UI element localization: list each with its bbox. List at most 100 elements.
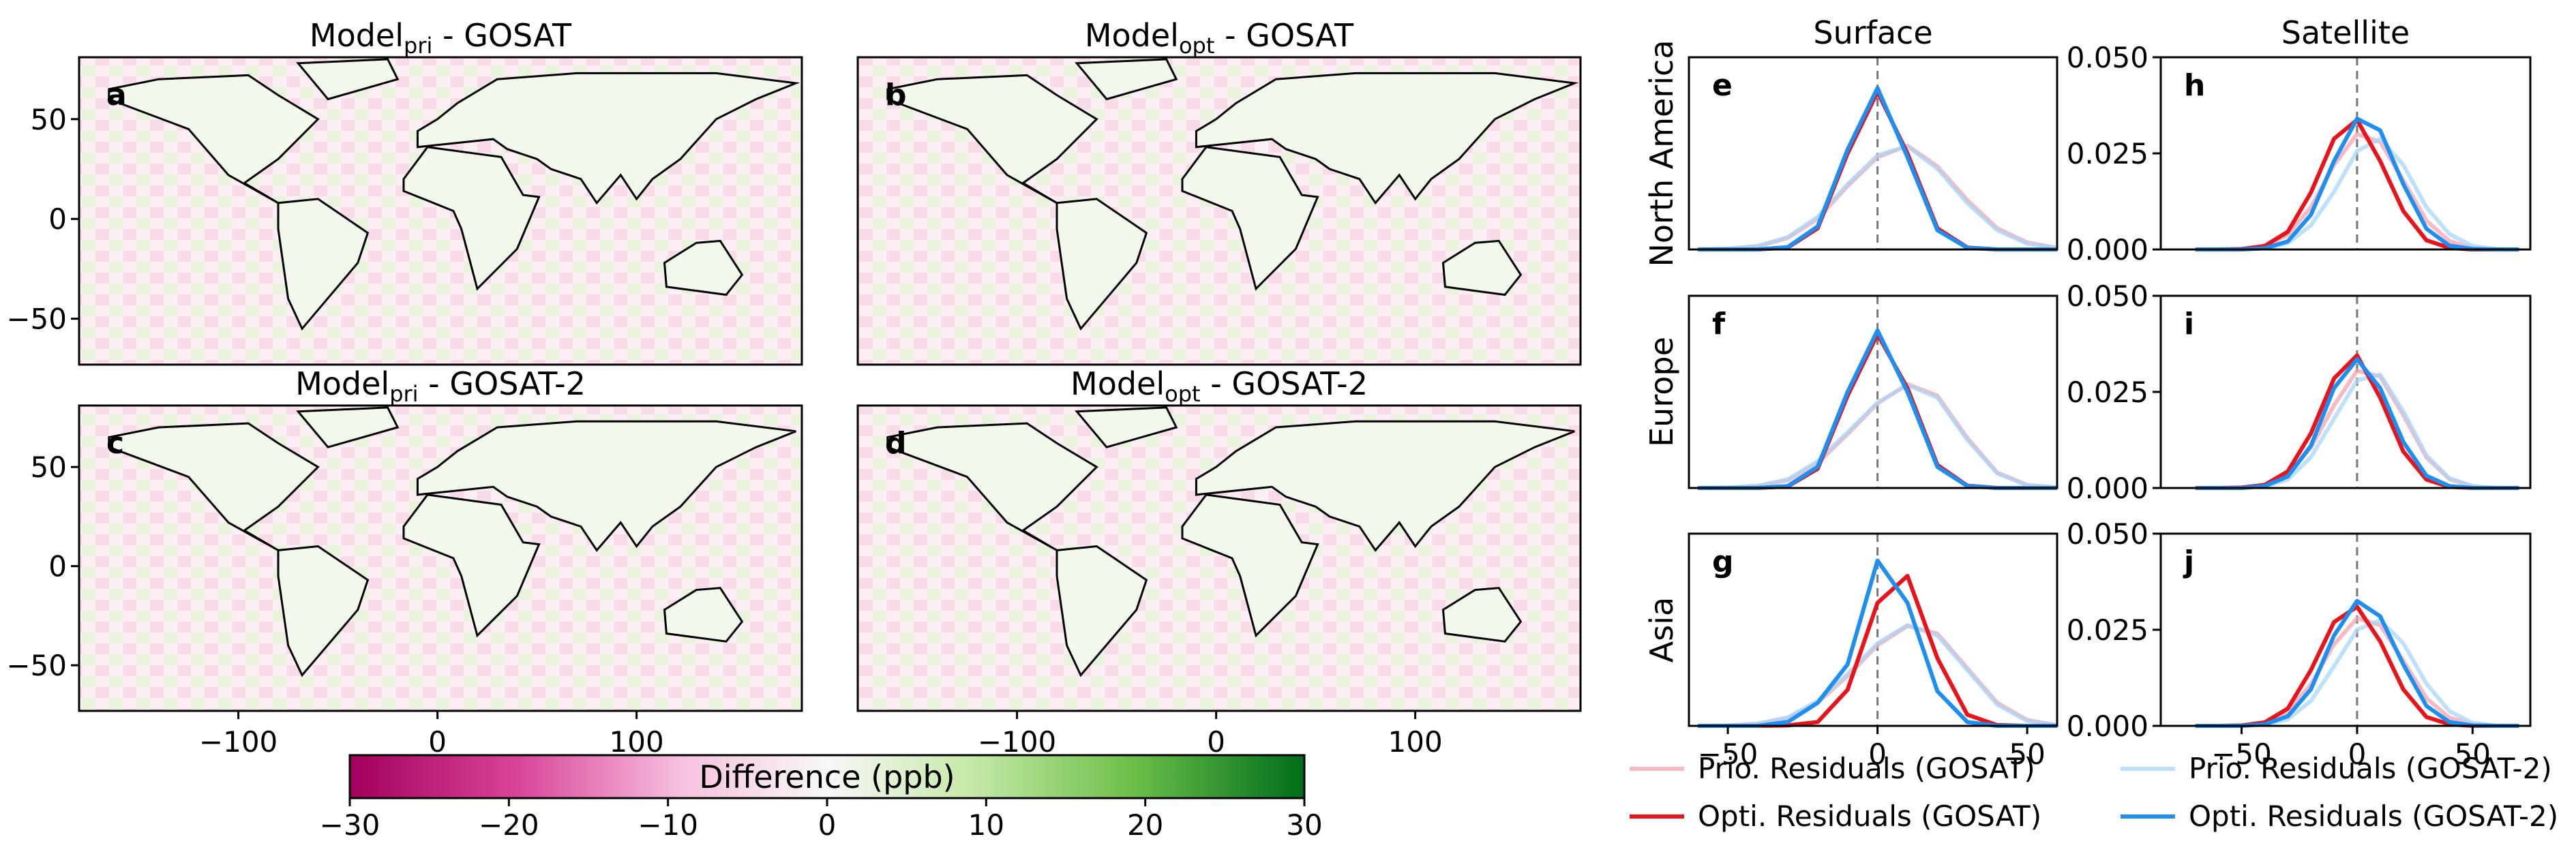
land <box>663 239 744 296</box>
title-rest: - GOSAT <box>1214 17 1354 54</box>
y-tick-label: 0.000 <box>2067 710 2148 743</box>
axes-frame <box>2159 294 2532 489</box>
title-sub: pri <box>389 381 418 407</box>
land <box>663 587 744 643</box>
title-rest: - GOSAT-2 <box>419 365 586 402</box>
y-tick-label: 0.050 <box>2067 279 2148 313</box>
title-rest: - GOSAT-2 <box>1201 365 1368 402</box>
legend-label: Prio. Residuals (GOSAT-2) <box>2189 752 2552 785</box>
row-label: Asia <box>1643 597 1680 662</box>
title-rest: - GOSAT <box>432 17 572 54</box>
land <box>886 74 1098 204</box>
panel-letter: e <box>1712 68 1733 103</box>
colorbar-tick-label: −20 <box>479 808 539 842</box>
land <box>296 406 400 448</box>
y-tick-label: 0.000 <box>2067 233 2148 266</box>
land <box>1075 406 1178 448</box>
y-tick-label: 0.025 <box>2067 137 2148 170</box>
axes-frame <box>2159 56 2532 251</box>
density-curve <box>2195 369 2519 490</box>
x-tick-label: 0 <box>428 725 447 759</box>
axes-frame <box>1688 294 2058 489</box>
land <box>1055 198 1148 331</box>
map-frame <box>856 56 1582 366</box>
land <box>1055 545 1148 677</box>
map-frame <box>856 404 1582 712</box>
land <box>416 420 796 552</box>
land <box>1195 72 1579 205</box>
density-curve <box>1698 144 2058 251</box>
x-tick-label: −50 <box>2211 737 2272 771</box>
land <box>108 422 320 551</box>
x-tick-label: 100 <box>610 725 664 759</box>
density-curve <box>1698 623 2058 728</box>
density-curve <box>2195 605 2519 728</box>
y-tick-label: 0.025 <box>2067 376 2148 409</box>
y-tick-label: 0.050 <box>2067 41 2148 74</box>
column-title: Surface <box>1813 14 1932 51</box>
axes-frame <box>1688 56 2058 251</box>
land <box>416 72 800 205</box>
land <box>277 198 370 331</box>
row-label: Europe <box>1643 337 1680 447</box>
colorbar-tick-label: −10 <box>638 808 698 842</box>
map-title: Modelpri - GOSAT-2 <box>295 365 586 407</box>
y-tick-label: 50 <box>31 451 67 484</box>
land <box>1181 146 1319 291</box>
row-label: North America <box>1643 40 1680 266</box>
y-tick-label: 0.000 <box>2067 472 2148 505</box>
land <box>277 545 370 677</box>
panel-letter: i <box>2184 307 2194 341</box>
panel-letter: g <box>1712 545 1734 579</box>
land <box>1075 58 1178 101</box>
land <box>1181 493 1319 638</box>
land <box>1441 587 1523 643</box>
x-tick-label: 0 <box>1868 737 1887 771</box>
panel-letter: h <box>2184 68 2205 103</box>
panel-letter: d <box>885 426 907 461</box>
y-tick-label: 0 <box>48 550 67 583</box>
y-tick-label: 0.050 <box>2067 517 2148 551</box>
title-sub: opt <box>1179 33 1214 59</box>
title-base: Model <box>295 365 389 402</box>
title-base: Model <box>1085 17 1179 54</box>
panel-letter: c <box>106 426 124 461</box>
x-tick-label: 0 <box>2348 737 2367 771</box>
title-base: Model <box>1070 365 1165 402</box>
land <box>296 58 400 101</box>
legend-label: Prio. Residuals (GOSAT) <box>1698 752 2035 785</box>
colorbar-label: Difference (ppb) <box>699 759 955 795</box>
colorbar-tick-label: 10 <box>968 808 1004 842</box>
title-base: Model <box>310 17 404 54</box>
colorbar-tick-label: 30 <box>1286 808 1322 842</box>
x-tick-label: −100 <box>199 725 278 759</box>
colorbar <box>348 754 1306 799</box>
panel-letter: f <box>1712 307 1726 341</box>
title-sub: opt <box>1165 381 1200 407</box>
colorbar-tick-label: 0 <box>818 808 837 842</box>
x-tick-label: 50 <box>2009 737 2045 771</box>
x-tick-label: 0 <box>1207 725 1225 759</box>
x-tick-label: 100 <box>1388 725 1443 759</box>
panel-letter: j <box>2183 545 2194 579</box>
y-tick-label: −50 <box>6 649 67 682</box>
x-tick-label: −100 <box>978 725 1056 759</box>
land <box>402 493 541 638</box>
map-frame <box>78 404 803 712</box>
panel-letter: a <box>106 78 127 112</box>
map-title: Modelopt - GOSAT-2 <box>1070 365 1368 407</box>
map-frame <box>78 56 803 366</box>
column-title: Satellite <box>2281 14 2410 51</box>
y-tick-label: 0 <box>48 202 67 236</box>
legend-label: Opti. Residuals (GOSAT) <box>1698 799 2041 833</box>
density-curve <box>1698 382 2058 490</box>
axes-frame <box>1688 532 2058 727</box>
land <box>1441 239 1523 296</box>
panel-letter: b <box>885 78 907 112</box>
y-tick-label: 0.025 <box>2067 613 2148 647</box>
colorbar-tick-label: −30 <box>320 808 380 842</box>
x-tick-label: −50 <box>1698 737 1758 771</box>
x-tick-label: 50 <box>2455 737 2491 771</box>
land <box>1195 420 1575 552</box>
